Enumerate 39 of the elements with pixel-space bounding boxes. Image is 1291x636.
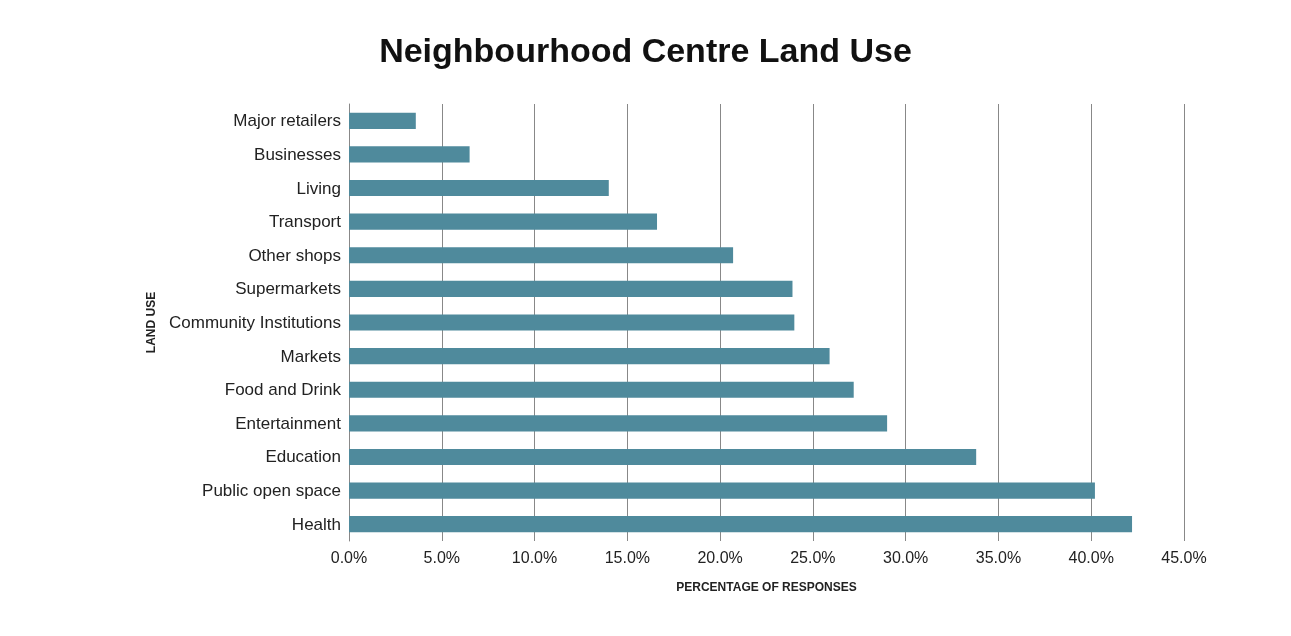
- x-tick-label: 0.0%: [330, 548, 368, 566]
- bar: [349, 314, 795, 331]
- bar: [349, 112, 416, 129]
- y-tick-label: Transport: [268, 212, 342, 232]
- x-tick-label: 10.0%: [511, 548, 558, 566]
- y-tick-label: Public open space: [202, 481, 341, 501]
- bar: [349, 381, 854, 398]
- x-tick-label: 15.0%: [604, 548, 651, 566]
- bar: [349, 482, 1095, 499]
- x-axis-title: PERCENTAGE OF RESPONSES: [676, 580, 857, 594]
- y-tick-label: Entertainment: [235, 413, 342, 433]
- bar: [349, 448, 977, 466]
- chart-title: Neighbourhood Centre Land Use: [379, 31, 912, 69]
- x-tick-label: 45.0%: [1161, 548, 1207, 566]
- y-tick-label: Supermarkets: [235, 279, 341, 299]
- x-tick-label: 25.0%: [790, 548, 836, 566]
- x-tick-label: 20.0%: [697, 548, 743, 566]
- bar: [349, 280, 793, 297]
- bar: [349, 213, 658, 230]
- bar: [349, 179, 609, 197]
- bar: [349, 415, 888, 432]
- x-tick-label: 5.0%: [423, 548, 461, 566]
- y-tick-label: Businesses: [254, 144, 341, 164]
- x-tick-label: 40.0%: [1068, 548, 1114, 566]
- y-axis-title: LAND USE: [144, 291, 158, 354]
- y-tick-label: Education: [265, 447, 341, 467]
- bar: [349, 516, 1133, 533]
- x-tick-label: 30.0%: [882, 548, 929, 566]
- bar: [349, 348, 830, 365]
- y-tick-label: Markets: [280, 346, 341, 366]
- y-tick-label: Food and Drink: [224, 380, 342, 400]
- y-tick-label: Health: [291, 514, 341, 534]
- x-tick-label: 35.0%: [975, 548, 1022, 566]
- y-tick-label: Major retailers: [233, 111, 341, 131]
- y-tick-label: Community Institutions: [169, 313, 341, 332]
- y-tick-label: Living: [296, 178, 341, 198]
- y-tick-label: Other shops: [248, 245, 341, 265]
- bar: [349, 247, 734, 264]
- bar: [349, 146, 470, 163]
